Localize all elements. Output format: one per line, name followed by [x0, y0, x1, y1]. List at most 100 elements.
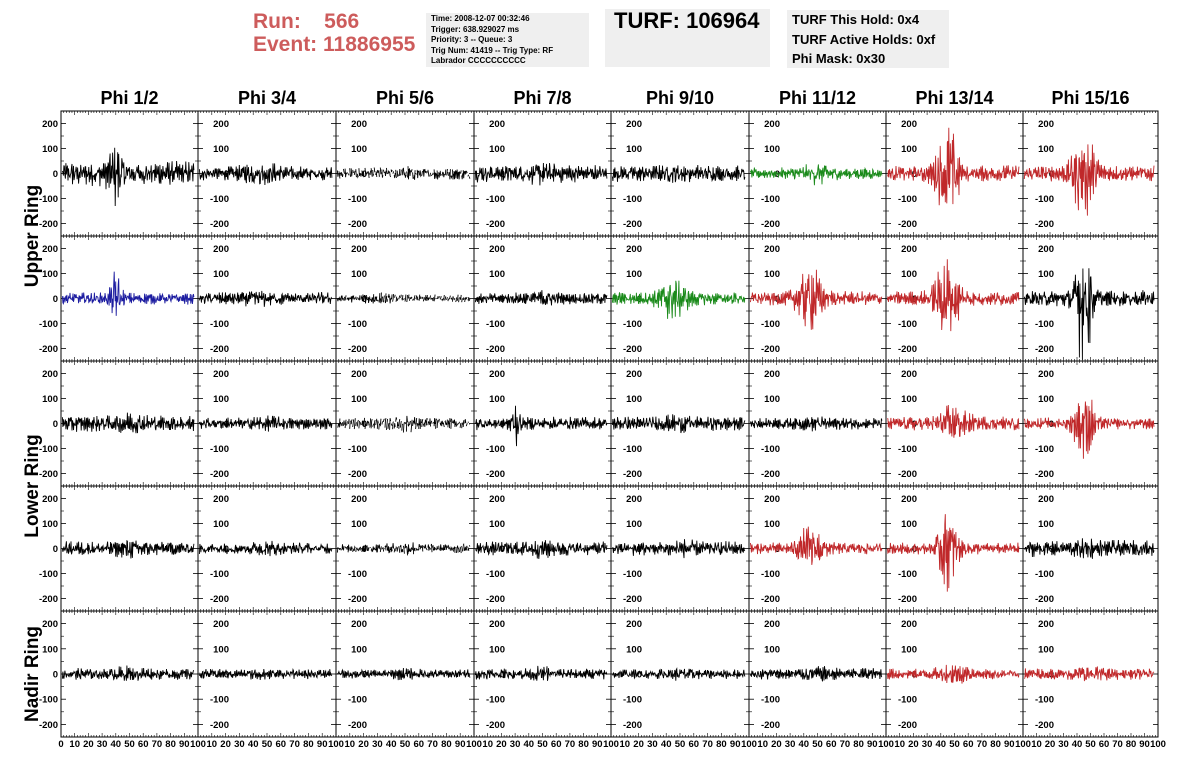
y-tick-label: 100	[42, 394, 58, 405]
y-tick-label: -100	[623, 444, 642, 455]
y-tick-label: 100	[489, 519, 505, 530]
y-tick-label: 0	[1049, 294, 1054, 305]
y-tick-label: -200	[1035, 344, 1054, 355]
y-tick-label: 200	[351, 619, 367, 630]
y-tick-label: 200	[213, 619, 229, 630]
y-tick-label: -100	[39, 569, 58, 580]
y-tick-label: 200	[489, 369, 505, 380]
waveform-trace	[61, 665, 195, 681]
y-tick-label: 0	[912, 169, 917, 180]
y-tick-label: -100	[486, 444, 505, 455]
waveform-trace	[1023, 268, 1155, 360]
y-tick-label: 100	[351, 144, 367, 155]
y-tick-label: 200	[489, 494, 505, 505]
y-tick-label: 200	[901, 119, 917, 130]
y-tick-label: -200	[348, 344, 367, 355]
waveform-trace	[749, 526, 883, 565]
y-tick-label: 100	[213, 269, 229, 280]
y-tick-label: -200	[898, 469, 917, 480]
y-tick-label: 100	[901, 519, 917, 530]
y-tick-label: 200	[626, 494, 642, 505]
trigger-time: Time: 2008-12-07 00:32:46	[431, 14, 530, 23]
waveform-trace	[887, 404, 1020, 438]
column-label: Phi 3/4	[238, 88, 296, 108]
y-tick-label: -100	[210, 444, 229, 455]
y-tick-label: -100	[486, 695, 505, 706]
y-tick-label: 200	[1038, 619, 1054, 630]
y-tick-label: -200	[898, 594, 917, 605]
y-tick-label: 200	[764, 494, 780, 505]
y-tick-label: 200	[351, 369, 367, 380]
y-tick-label: -100	[210, 194, 229, 205]
waveform-trace	[61, 412, 195, 434]
y-tick-label: 100	[351, 644, 367, 655]
y-tick-label: -100	[898, 319, 917, 330]
y-tick-label: 100	[1038, 519, 1054, 530]
waveform-trace	[887, 127, 1020, 206]
y-tick-label: 200	[901, 369, 917, 380]
waveform-trace	[61, 147, 195, 207]
turf-box: TURF: 106964	[605, 9, 770, 67]
y-tick-label: 0	[53, 169, 58, 180]
y-tick-label: -100	[898, 194, 917, 205]
y-tick-label: -100	[623, 319, 642, 330]
y-tick-label: 100	[626, 269, 642, 280]
waveform-trace	[336, 166, 471, 180]
y-tick-label: -200	[348, 720, 367, 731]
y-tick-label: -200	[1035, 469, 1054, 480]
y-tick-label: 200	[1038, 244, 1054, 255]
waveform-trace	[1024, 538, 1155, 559]
column-label: Phi 5/6	[376, 88, 434, 108]
y-tick-label: -200	[486, 344, 505, 355]
y-tick-label: -100	[1035, 319, 1054, 330]
y-tick-label: -100	[761, 444, 780, 455]
waveform-trace	[611, 414, 746, 434]
run-event-info: Run: 566 Event: 11886955	[253, 10, 415, 56]
y-tick-label: -100	[623, 194, 642, 205]
waveform-trace	[198, 540, 333, 557]
waveform-trace	[749, 416, 883, 432]
y-tick-label: -200	[623, 594, 642, 605]
y-tick-label: 200	[1038, 369, 1054, 380]
trigger-labrador: Labrador CCCCCCCCCC	[431, 56, 526, 65]
y-tick-label: -200	[1035, 219, 1054, 230]
y-tick-label: -100	[1035, 695, 1054, 706]
run-label: Run:	[253, 10, 301, 33]
y-tick-label: -100	[898, 695, 917, 706]
y-tick-label: 200	[213, 244, 229, 255]
y-tick-label: 100	[351, 394, 367, 405]
y-tick-label: -200	[348, 594, 367, 605]
turf-this-hold: TURF This Hold: 0x4	[792, 12, 920, 27]
y-tick-label: 100	[764, 519, 780, 530]
y-tick-label: -100	[1035, 569, 1054, 580]
y-tick-label: -100	[761, 569, 780, 580]
waveform-trace	[749, 666, 883, 682]
waveform-trace	[611, 164, 746, 183]
y-tick-label: -200	[486, 469, 505, 480]
y-tick-label: -100	[348, 319, 367, 330]
y-tick-label: 200	[764, 369, 780, 380]
y-tick-label: -200	[486, 219, 505, 230]
y-tick-label: 200	[901, 244, 917, 255]
waveform-trace	[611, 667, 746, 681]
y-tick-label: -200	[210, 344, 229, 355]
waveform-trace	[886, 259, 1020, 332]
y-tick-label: 100	[213, 394, 229, 405]
y-tick-label: 200	[626, 369, 642, 380]
waveform-trace	[474, 290, 608, 306]
y-tick-label: -200	[486, 720, 505, 731]
y-tick-label: 200	[489, 244, 505, 255]
y-tick-label: -100	[348, 444, 367, 455]
waveform-trace	[198, 668, 333, 681]
y-tick-label: -200	[39, 219, 58, 230]
y-tick-label: -100	[39, 319, 58, 330]
y-tick-label: -100	[348, 569, 367, 580]
y-tick-label: -200	[39, 344, 58, 355]
y-tick-label: 200	[764, 119, 780, 130]
y-tick-label: 0	[637, 670, 642, 681]
y-tick-label: -200	[761, 720, 780, 731]
turf-holds-box: TURF This Hold: 0x4 TURF Active Holds: 0…	[787, 10, 949, 68]
y-tick-label: 100	[901, 394, 917, 405]
run-value: 566	[324, 10, 360, 33]
